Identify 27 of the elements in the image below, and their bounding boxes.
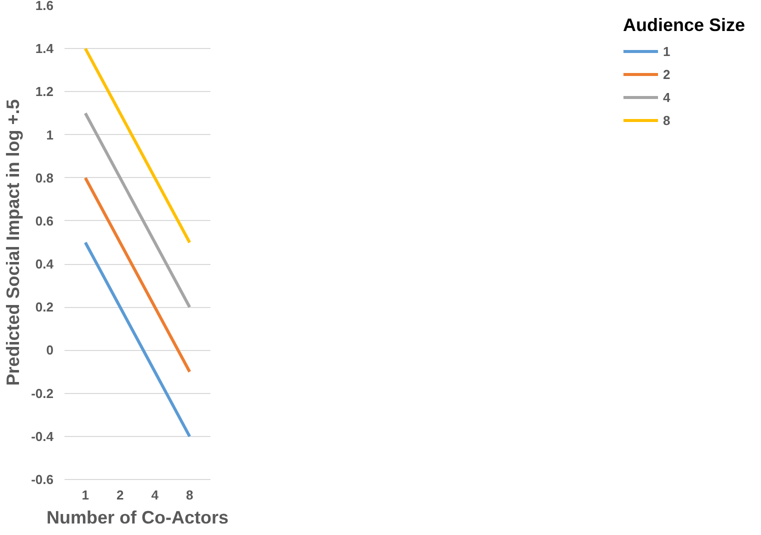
legend-label: 1 bbox=[662, 44, 672, 58]
line-series bbox=[84, 241, 192, 438]
y-tick-label: 1 bbox=[46, 127, 54, 142]
y-tick-label: 0 bbox=[46, 342, 54, 358]
legend-label: 4 bbox=[662, 90, 672, 104]
x-tick-label: 8 bbox=[186, 488, 194, 502]
legend-title: Audience Size bbox=[622, 15, 745, 36]
y-tick-label: 0.4 bbox=[35, 256, 54, 272]
legend-label: 8 bbox=[662, 112, 672, 128]
x-axis-title: Number of Co-Actors bbox=[46, 508, 229, 528]
y-tick-label: 0.6 bbox=[35, 213, 54, 228]
x-tick-label: 1 bbox=[82, 488, 89, 502]
y-axis-title: Predicted Social Impact in log +.5 bbox=[3, 99, 24, 386]
y-tick-label: -0.2 bbox=[31, 386, 54, 401]
line-series bbox=[84, 47, 192, 244]
x-tick-label: 2 bbox=[116, 488, 124, 502]
y-tick-label: 1.6 bbox=[35, 0, 54, 13]
y-tick-label: 1.4 bbox=[35, 41, 54, 56]
x-tick-label: 4 bbox=[151, 488, 160, 502]
y-tick-label: -0.4 bbox=[31, 428, 54, 444]
line-series bbox=[84, 176, 192, 374]
legend-label: 2 bbox=[662, 66, 672, 82]
y-tick-label: 0.2 bbox=[35, 300, 54, 315]
line-series bbox=[84, 112, 192, 309]
y-tick-label: 0.8 bbox=[35, 170, 54, 186]
y-tick-label: -0.6 bbox=[31, 472, 54, 487]
y-tick-label: 1.2 bbox=[35, 84, 54, 100]
